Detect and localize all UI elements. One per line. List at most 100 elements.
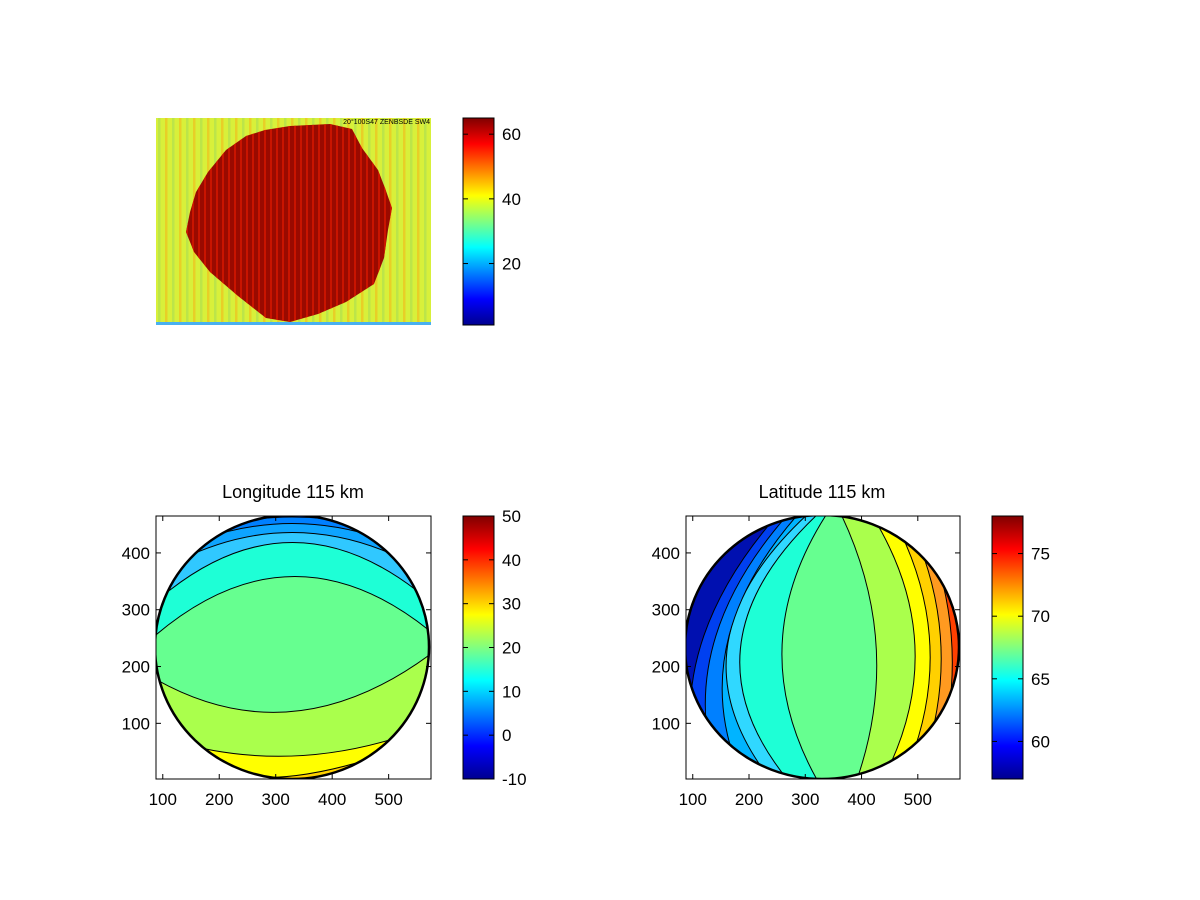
latitude-title: Latitude 115 km [759,482,886,502]
raw-image-disk-stripe [318,124,320,322]
raw-image-disk-stripe [324,124,326,322]
raw-image-disk-stripe [288,124,290,322]
y-tick-label: 400 [122,544,150,563]
latitude-axes-frame [685,515,961,780]
raw-image-bottom-line [156,322,431,325]
raw-image-stripe [165,118,168,325]
raw-image-stripe [424,118,427,325]
longitude-colorbar-ticks: -10 0 10 20 30 40 50 [463,507,527,789]
raw-image-stripe [158,118,161,325]
raw-image-stamp-text: 20°100S47 ZENBSDE SW4 [343,118,430,126]
longitude-axes-frame [155,515,432,780]
x-tick-label: 200 [735,790,763,809]
latitude-x-ticks: 100 200 300 400 500 [679,516,932,809]
raw-image: 20°100S47 ZENBSDE SW4 [156,118,431,325]
raw-image-disk-stripe [270,124,272,322]
colorbar-tick-label: 40 [502,190,521,209]
colorbar-tick-label: 70 [1031,607,1050,626]
raw-image-disk-stripe [384,124,386,322]
latitude-disk-outline [686,516,960,779]
y-tick-label: 100 [122,714,150,733]
raw-image-disk-stripe [300,124,302,322]
raw-image-panel: 20°100S47 ZENBSDE SW4 20 40 60 [156,117,521,326]
x-tick-label: 500 [904,790,932,809]
colorbar-tick-label: 20 [502,255,521,274]
raw-colorbar: 20 40 60 [462,117,521,326]
raw-image-stripe [179,118,182,325]
latitude-panel: Latitude 115 km 100 2 [652,482,1050,809]
raw-image-stripe [172,118,175,325]
raw-image-disk-stripe [228,124,230,322]
latitude-y-ticks: 100 200 300 400 [652,544,960,733]
raw-image-disk-stripe [294,124,296,322]
x-tick-label: 200 [205,790,233,809]
colorbar-tick-label: 30 [502,595,521,614]
latitude-colorbar: 60 65 70 75 [991,515,1050,780]
raw-image-disk-stripe [336,124,338,322]
x-tick-label: 400 [847,790,875,809]
longitude-colorbar: -10 0 10 20 30 40 50 [462,507,527,789]
raw-image-stripe [403,118,406,325]
y-tick-label: 200 [122,658,150,677]
raw-image-disk-stripe [246,124,248,322]
raw-image-stripe [417,118,420,325]
raw-image-disk-stripe [192,124,194,322]
colorbar-tick-label: 50 [502,507,521,526]
raw-image-disk-stripe [198,124,200,322]
x-tick-label: 500 [374,790,402,809]
x-tick-label: 100 [149,790,177,809]
raw-image-disk-stripe [378,124,380,322]
colorbar-tick-label: 10 [502,682,521,701]
longitude-disk-outline [156,516,431,779]
y-tick-label: 100 [652,714,680,733]
raw-image-disk-stripe [258,124,260,322]
latitude-colorbar-gradient [991,515,1024,780]
x-tick-label: 400 [318,790,346,809]
longitude-panel: Longitude 115 km 100 200 300 400 500 1 [122,482,527,809]
raw-image-stripe [396,118,399,325]
raw-image-stripe [389,118,392,325]
raw-image-disk-stripe [282,124,284,322]
raw-image-stripe [410,118,413,325]
x-tick-label: 300 [791,790,819,809]
longitude-x-ticks: 100 200 300 400 500 [149,516,403,809]
raw-image-disk-stripe [234,124,236,322]
x-tick-label: 300 [262,790,290,809]
y-tick-label: 400 [652,544,680,563]
raw-image-disk-stripe [330,124,332,322]
raw-image-stripe [186,118,189,325]
raw-image-disk-stripe [204,124,206,322]
raw-image-disk-stripe [366,124,368,322]
raw-image-disk-stripe [264,124,266,322]
raw-image-disk-stripe [252,124,254,322]
raw-colorbar-ticks: 20 40 60 [463,125,521,274]
y-tick-label: 300 [122,601,150,620]
colorbar-tick-label: 20 [502,639,521,658]
colorbar-tick-label: 65 [1031,670,1050,689]
raw-image-disk-stripe [240,124,242,322]
colorbar-tick-label: 40 [502,551,521,570]
raw-image-disk-stripe [222,124,224,322]
raw-image-disk-stripe [354,124,356,322]
raw-image-disk-stripe [360,124,362,322]
colorbar-tick-label: -10 [502,770,527,789]
raw-image-disk-stripes [186,124,392,322]
colorbar-tick-label: 0 [502,726,511,745]
raw-image-disk-stripe [348,124,350,322]
raw-image-disk-stripe [216,124,218,322]
y-tick-label: 200 [652,658,680,677]
longitude-y-ticks: 100 200 300 400 [122,544,431,733]
longitude-title: Longitude 115 km [222,482,364,502]
raw-image-disk-stripe [342,124,344,322]
raw-colorbar-gradient [462,117,495,326]
colorbar-tick-label: 75 [1031,545,1050,564]
longitude-colorbar-gradient [462,515,495,780]
raw-image-disk-stripe [312,124,314,322]
raw-image-disk-stripe [306,124,308,322]
y-tick-label: 300 [652,601,680,620]
x-tick-label: 100 [679,790,707,809]
colorbar-tick-label: 60 [502,125,521,144]
colorbar-tick-label: 60 [1031,732,1050,751]
raw-image-disk-stripe [276,124,278,322]
